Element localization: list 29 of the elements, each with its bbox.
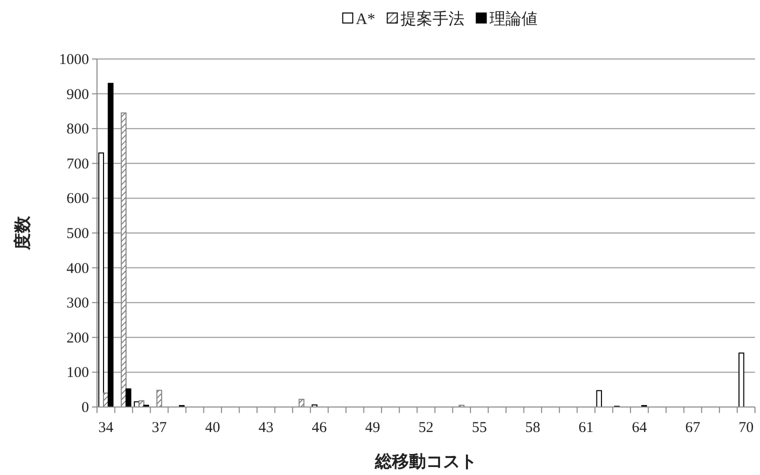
y-tick-label: 600 — [66, 191, 89, 208]
y-tick-label: 0 — [82, 400, 89, 416]
y-tick-label: 1000 — [59, 52, 89, 68]
x-tick-label: 70 — [738, 420, 754, 436]
x-tick-label: 40 — [205, 420, 220, 436]
x-tick-label: 55 — [472, 420, 487, 436]
y-tick-label: 800 — [66, 122, 89, 138]
y-axis-title: 度数 — [13, 215, 32, 251]
x-tick-label: 46 — [312, 420, 328, 436]
x-tick-label: 37 — [152, 420, 168, 436]
x-tick-label: 61 — [578, 420, 594, 436]
legend-label: A* — [356, 11, 376, 28]
y-tick-label: 700 — [66, 156, 89, 172]
y-tick-label: 200 — [66, 330, 89, 346]
y-tick-label: 500 — [66, 226, 89, 242]
x-tick-label: 67 — [685, 420, 701, 436]
x-tick-label: 49 — [365, 420, 380, 436]
x-tick-label: 34 — [98, 420, 114, 436]
x-tick-label: 52 — [418, 420, 434, 436]
x-tick-label: 64 — [632, 420, 648, 436]
y-tick-label: 400 — [66, 260, 89, 277]
legend-label: 提案手法 — [400, 10, 464, 28]
y-tick-label: 300 — [66, 296, 89, 312]
x-tick-label: 58 — [525, 420, 540, 436]
y-tick-label: 900 — [66, 86, 89, 103]
x-axis-title: 総移動コスト — [374, 452, 477, 471]
legend-label: 理論値 — [489, 10, 538, 28]
x-tick-label: 43 — [258, 420, 274, 436]
y-tick-label: 100 — [66, 365, 89, 382]
